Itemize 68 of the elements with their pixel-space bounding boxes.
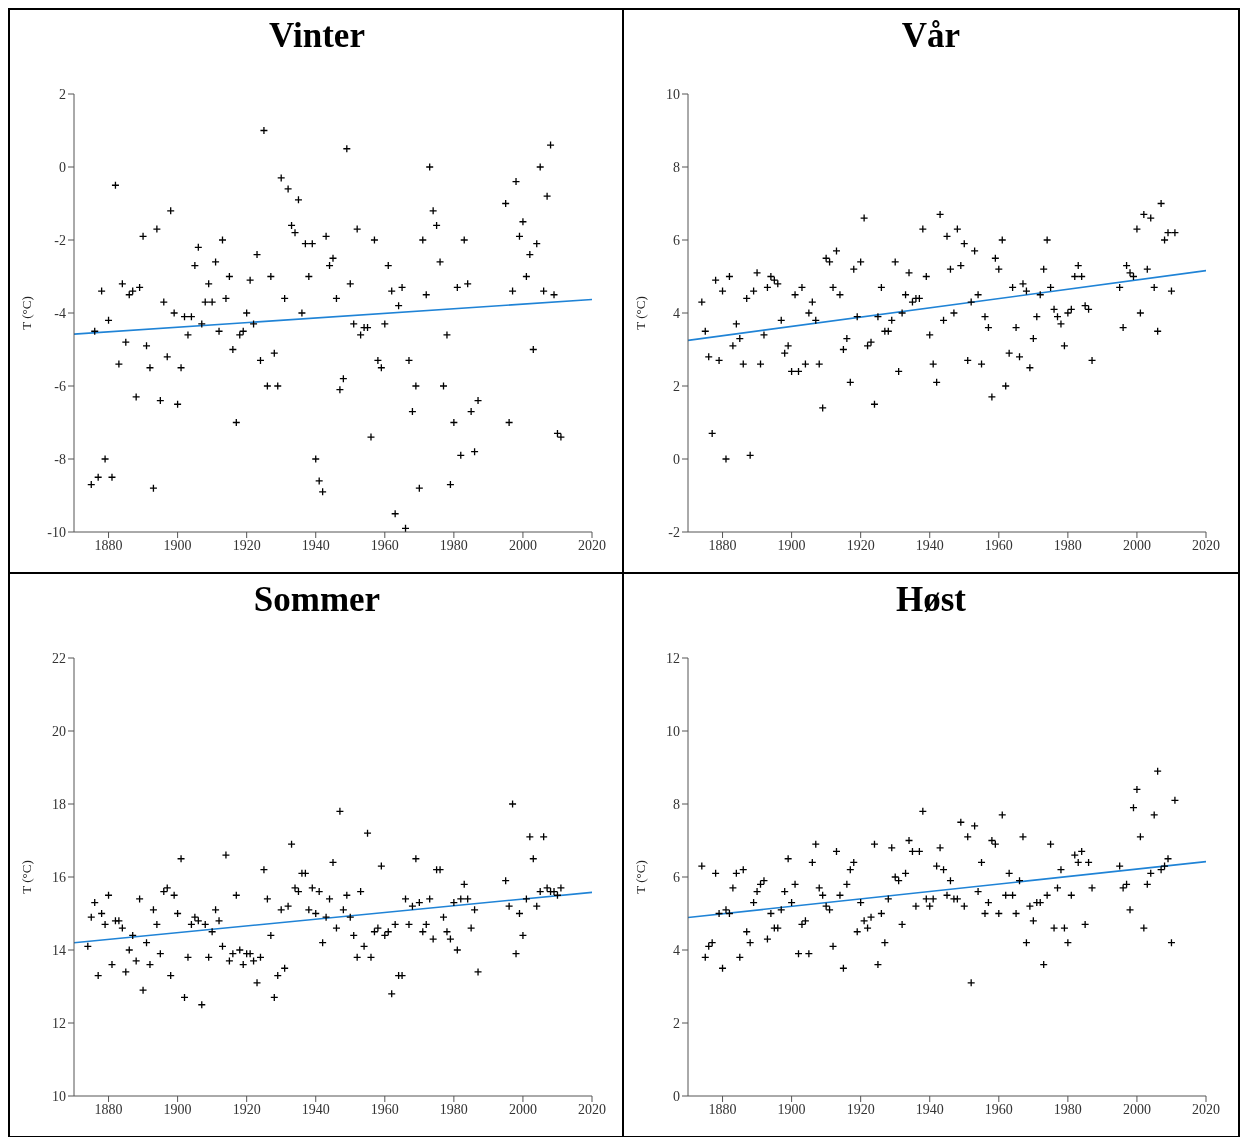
y-tick-label: 6 [673,869,680,885]
x-tick-label: 2020 [578,537,606,553]
x-tick-label: 1980 [439,1101,468,1117]
y-tick-label: 14 [52,942,66,958]
y-tick-label: -8 [54,451,66,467]
y-tick-label: 10 [666,723,680,739]
y-tick-label: 2 [673,378,680,394]
y-tick-label: -10 [47,524,66,540]
x-tick-label: 1940 [915,537,944,553]
x-tick-label: 2000 [508,537,537,553]
x-tick-label: 1900 [777,1101,806,1117]
y-tick-label: 8 [673,796,680,812]
y-axis-title: T (°C) [18,296,34,330]
x-tick-label: 1960 [370,1101,399,1117]
x-tick-label: 1880 [708,537,737,553]
y-tick-label: 8 [673,159,680,175]
y-axis-title: T (°C) [632,860,648,894]
x-tick-label: 1900 [777,537,806,553]
x-tick-label: 1980 [1053,537,1082,553]
chart-title: Høst [895,579,967,621]
x-tick-label: 1920 [846,537,875,553]
y-tick-label: 10 [666,86,680,102]
y-tick-label: 0 [59,159,66,175]
x-tick-label: 1880 [708,1101,737,1117]
chart-title: Sommer [252,579,382,621]
x-tick-label: 2020 [578,1101,606,1117]
y-tick-label: 22 [52,650,66,666]
x-tick-label: 2000 [508,1101,537,1117]
x-tick-label: 1940 [915,1101,944,1117]
y-tick-label: 16 [52,869,66,885]
y-axis-title: T (°C) [632,296,648,330]
y-tick-label: -2 [668,524,680,540]
y-tick-label: 10 [52,1088,66,1104]
x-tick-label: 1940 [301,537,330,553]
y-tick-label: 6 [673,232,680,248]
y-tick-label: 0 [673,451,680,467]
y-tick-label: 20 [52,723,66,739]
y-tick-label: 4 [673,942,680,958]
chart-title: Vinter [268,15,366,57]
x-tick-label: 2020 [1192,1101,1220,1117]
y-tick-label: 18 [52,796,66,812]
x-tick-label: 1980 [439,537,468,553]
y-tick-label: -4 [54,305,66,321]
x-tick-label: 1920 [846,1101,875,1117]
x-tick-label: 1960 [370,537,399,553]
y-tick-label: 12 [52,1015,66,1031]
x-tick-label: 1900 [163,537,192,553]
x-tick-label: 1920 [232,1101,261,1117]
y-axis-title: T (°C) [18,860,34,894]
y-tick-label: 4 [673,305,680,321]
y-tick-label: 0 [673,1088,680,1104]
x-tick-label: 1980 [1053,1101,1082,1117]
y-tick-label: 2 [673,1015,680,1031]
y-tick-label: 2 [59,86,66,102]
x-tick-label: 1940 [301,1101,330,1117]
y-tick-label: -2 [54,232,66,248]
x-tick-label: 1880 [94,537,123,553]
x-tick-label: 2020 [1192,537,1220,553]
chart-title: Vår [900,15,962,57]
y-tick-label: 12 [666,650,680,666]
x-tick-label: 2000 [1122,537,1151,553]
x-tick-label: 1900 [163,1101,192,1117]
x-tick-label: 1960 [984,537,1013,553]
x-tick-label: 1960 [984,1101,1013,1117]
x-tick-label: 1880 [94,1101,123,1117]
x-tick-label: 2000 [1122,1101,1151,1117]
y-tick-label: -6 [54,378,66,394]
x-tick-label: 1920 [232,537,261,553]
